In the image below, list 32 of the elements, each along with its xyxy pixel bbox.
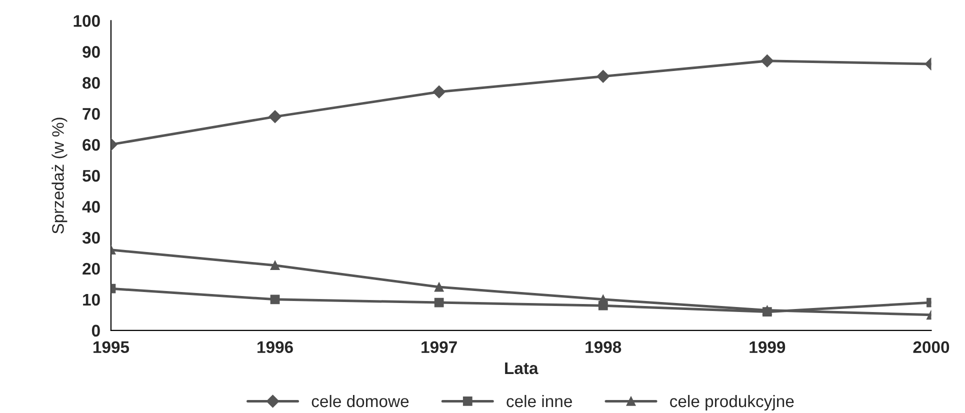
point (432, 85, 446, 98)
point (762, 307, 772, 316)
x-tick-label: 1998 (586, 341, 622, 354)
point (270, 260, 280, 270)
x-axis-title: Lata (505, 362, 538, 374)
x-tick-label: 1995 (93, 341, 130, 354)
y-tick-label: 0 (92, 324, 100, 337)
point (434, 298, 444, 308)
x-tick-label: 1999 (750, 341, 786, 354)
y-tick-label: 100 (74, 15, 100, 27)
y-tick-label: 80 (82, 77, 100, 89)
point (596, 70, 610, 83)
point (270, 294, 280, 304)
y-tick-label: 30 (82, 232, 100, 244)
legend-label: cele inne (506, 394, 572, 408)
y-tick-label: 50 (82, 170, 100, 182)
y-tick-label: 10 (83, 294, 100, 306)
point (598, 300, 608, 310)
y-tick-label: 60 (82, 138, 100, 151)
y-tick-label: 70 (82, 108, 100, 120)
point (434, 282, 444, 292)
y-tick-label: 90 (82, 46, 100, 58)
point (760, 54, 774, 68)
x-tick-label: 1996 (258, 341, 293, 354)
y-tick-label: 20 (82, 262, 100, 275)
x-tick-label: 1997 (422, 341, 457, 354)
y-axis-title: Sprzedaż (w %) (52, 118, 68, 234)
point (268, 110, 282, 124)
legend-label: cele produkcyjne (670, 394, 794, 410)
legend-label: cele domowe (312, 394, 409, 408)
y-tick-label: 40 (82, 200, 100, 213)
x-tick-label: 2000 (913, 341, 950, 354)
